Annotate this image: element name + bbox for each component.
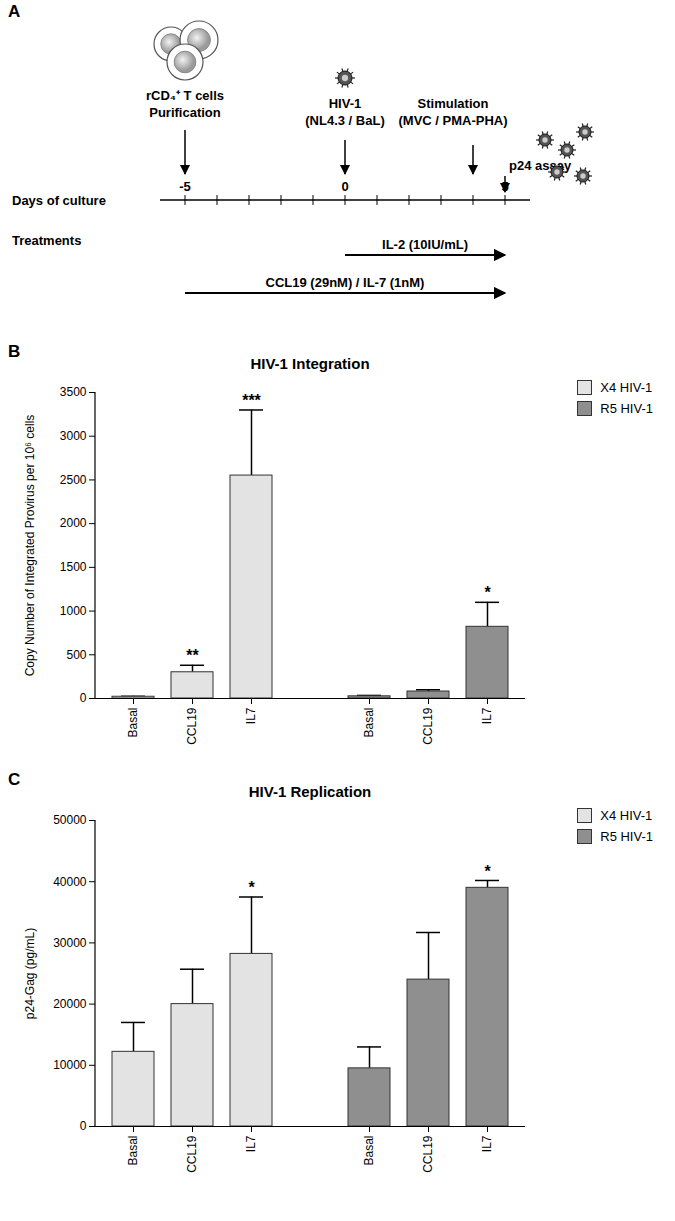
svg-text:1000: 1000 xyxy=(60,604,87,618)
svg-text:IL7: IL7 xyxy=(244,1135,258,1152)
html-text:B: B xyxy=(8,342,21,361)
svg-text:(NL4.3 / BaL): (NL4.3 / BaL) xyxy=(305,113,384,128)
html-text:X4 HIV-1: X4 HIV-1 xyxy=(600,380,653,395)
svg-text:20000: 20000 xyxy=(53,997,87,1011)
svg-text:p24 assay: p24 assay xyxy=(509,158,572,173)
svg-text:HIV-1: HIV-1 xyxy=(329,96,362,111)
svg-text:Basal: Basal xyxy=(126,708,140,738)
svg-text:p24-Gag (pg/mL): p24-Gag (pg/mL) xyxy=(23,928,37,1019)
html-text:R5 HIV-1: R5 HIV-1 xyxy=(600,401,653,416)
svg-text:Stimulation: Stimulation xyxy=(418,96,489,111)
svg-text:Basal: Basal xyxy=(126,1136,140,1166)
svg-text:3500: 3500 xyxy=(60,385,87,399)
svg-text:IL7: IL7 xyxy=(480,707,494,724)
svg-text:10000: 10000 xyxy=(53,1058,87,1072)
svg-text:CCL19: CCL19 xyxy=(185,1135,199,1173)
html-text:HIV-1 Integration: HIV-1 Integration xyxy=(250,355,370,372)
svg-text:2000: 2000 xyxy=(60,516,87,530)
svg-text:30000: 30000 xyxy=(53,936,87,950)
svg-text:*: * xyxy=(248,879,255,896)
svg-text:rCD₄⁺ T cells: rCD₄⁺ T cells xyxy=(146,88,224,103)
svg-text:Basal: Basal xyxy=(362,1136,376,1166)
html-text:C: C xyxy=(8,770,21,789)
html-text:A: A xyxy=(8,2,21,21)
svg-text:0: 0 xyxy=(80,691,87,705)
html-text:HIV-1 Replication: HIV-1 Replication xyxy=(248,783,372,800)
svg-text:CCL19: CCL19 xyxy=(421,1135,435,1173)
svg-text:*: * xyxy=(484,863,491,880)
svg-text:Treatments: Treatments xyxy=(12,233,81,248)
svg-text:Copy Number of Integrated Prov: Copy Number of Integrated Provirus per 1… xyxy=(23,415,37,677)
svg-text:-5: -5 xyxy=(179,179,191,194)
svg-text:(MVC / PMA-PHA): (MVC / PMA-PHA) xyxy=(398,113,507,128)
svg-text:40000: 40000 xyxy=(53,875,87,889)
svg-text:**: ** xyxy=(186,647,199,664)
svg-text:CCL19 (29nM) / IL-7 (1nM): CCL19 (29nM) / IL-7 (1nM) xyxy=(266,275,425,290)
svg-text:*: * xyxy=(484,584,491,601)
svg-text:IL7: IL7 xyxy=(480,1135,494,1152)
svg-text:0: 0 xyxy=(80,1119,87,1133)
svg-text:Purification: Purification xyxy=(149,105,221,120)
svg-text:***: *** xyxy=(242,392,261,409)
svg-text:Basal: Basal xyxy=(362,708,376,738)
svg-text:IL7: IL7 xyxy=(244,707,258,724)
svg-text:50000: 50000 xyxy=(53,813,87,827)
svg-text:1500: 1500 xyxy=(60,560,87,574)
svg-text:3000: 3000 xyxy=(60,429,87,443)
svg-text:Days of culture: Days of culture xyxy=(12,193,106,208)
svg-text:500: 500 xyxy=(66,648,86,662)
svg-text:2500: 2500 xyxy=(60,473,87,487)
html-text:R5 HIV-1: R5 HIV-1 xyxy=(600,829,653,844)
svg-text:IL-2 (10IU/mL): IL-2 (10IU/mL) xyxy=(382,237,468,252)
svg-text:CCL19: CCL19 xyxy=(185,707,199,745)
svg-text:0: 0 xyxy=(341,179,348,194)
html-text:X4 HIV-1: X4 HIV-1 xyxy=(600,808,653,823)
svg-text:CCL19: CCL19 xyxy=(421,707,435,745)
svg-text:5: 5 xyxy=(501,179,509,194)
